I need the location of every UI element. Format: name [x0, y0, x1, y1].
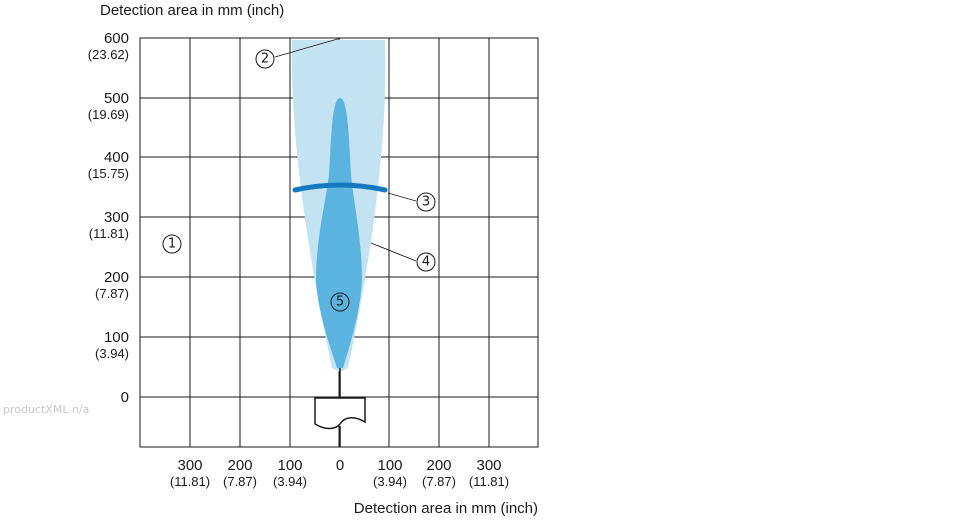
callout-circle-1 [162, 234, 182, 254]
y-tick-inch-label: (15.75) [88, 166, 129, 181]
x-tick-inch-label: (3.94) [273, 474, 307, 489]
callout-number-2: 2 [261, 52, 269, 67]
x-tick-label: 0 [336, 457, 344, 474]
y-tick-label: 400 [104, 149, 129, 166]
y-tick-label: 0 [121, 389, 129, 406]
callout-circle-2 [255, 49, 275, 69]
x-tick-inch-label: (7.87) [422, 474, 456, 489]
x-tick-inch-label: (3.94) [373, 474, 407, 489]
watermark-text: productXML n/a [3, 403, 89, 416]
x-tick-inch-label: (7.87) [223, 474, 257, 489]
inner-detection-lobe [316, 98, 362, 368]
leader-line-2 [274, 37, 342, 58]
callout-leaders [274, 37, 417, 262]
callout-circle-3 [416, 192, 436, 212]
sensor [314, 368, 366, 447]
y-tick-label: 300 [104, 209, 129, 226]
leader-line-3 [387, 192, 417, 202]
callout-number-1: 1 [168, 237, 176, 252]
callout-number-5: 5 [336, 295, 344, 310]
x-tick-label: 300 [476, 457, 501, 474]
y-axis-title: Detection area in mm (inch) [100, 2, 284, 19]
x-tick-label: 100 [277, 457, 302, 474]
y-tick-inch-label: (3.94) [95, 346, 129, 361]
x-tick-label: 200 [426, 457, 451, 474]
detection-ring [292, 182, 388, 193]
callout-circle-4 [416, 252, 436, 272]
callout-number-4: 4 [422, 255, 430, 270]
y-tick-label: 500 [104, 90, 129, 107]
y-tick-label: 600 [104, 30, 129, 47]
leader-line-4 [370, 242, 417, 262]
y-tick-label: 200 [104, 269, 129, 286]
x-tick-inch-label: (11.81) [469, 474, 509, 489]
x-tick-label: 100 [377, 457, 402, 474]
y-tick-inch-label: (23.62) [88, 47, 129, 62]
x-axis-title: Detection area in mm (inch) [354, 500, 538, 517]
callout-circle-5 [330, 292, 350, 312]
x-tick-label: 300 [177, 457, 202, 474]
callout-number-3: 3 [422, 195, 430, 210]
x-tick-label: 200 [227, 457, 252, 474]
y-tick-inch-label: (19.69) [88, 107, 129, 122]
x-tick-inch-label: (11.81) [170, 474, 210, 489]
y-tick-label: 100 [104, 329, 129, 346]
y-tick-inch-label: (11.81) [89, 226, 129, 241]
y-tick-inch-label: (7.87) [95, 286, 129, 301]
callout-markers [162, 49, 436, 312]
sensor-body [314, 397, 366, 430]
